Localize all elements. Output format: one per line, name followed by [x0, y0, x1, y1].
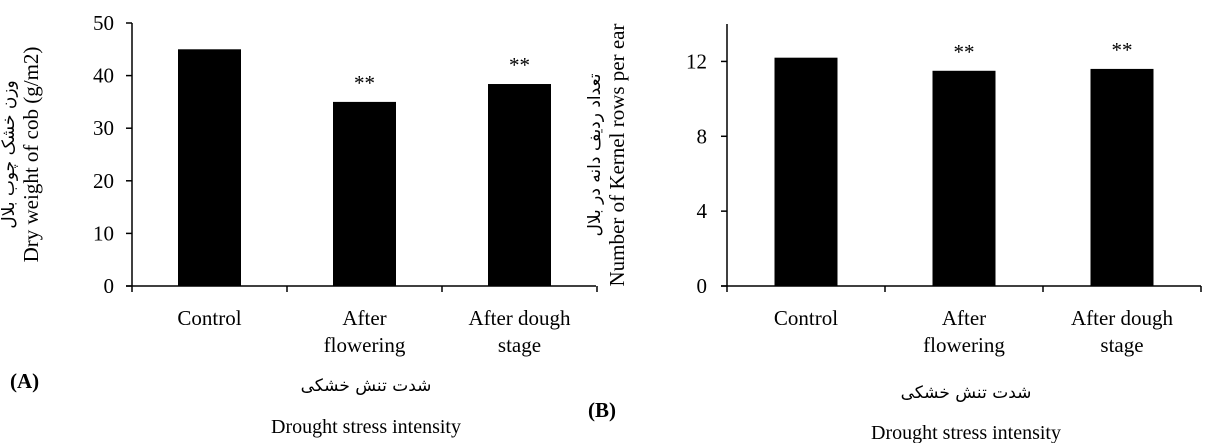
- panel-b-category-label: After dough: [1071, 306, 1174, 330]
- panel-a-x-axis-title: Drought stress intensity: [271, 416, 461, 438]
- panel-b-x-axis-title: Drought stress intensity: [871, 422, 1061, 443]
- panel-a-y-tick-label: 10: [93, 221, 114, 245]
- panel-a-category-label: stage: [498, 333, 541, 357]
- panel-b-bar: [1090, 68, 1154, 287]
- panel-a-y-tick-label: 20: [93, 169, 114, 193]
- panel-b-y-tick-label: 0: [697, 274, 708, 298]
- panel-a-label: (A): [10, 369, 39, 393]
- panel-b-y-axis-title: Number of Kernel rows per ear: [605, 24, 629, 287]
- panel-b-y-axis-title-fa: تعداد ردیف دانه در بلال: [585, 73, 605, 236]
- panel-b-category-label: Control: [774, 306, 838, 330]
- panel-b-x-axis-title-fa: شدت تنش خشکی: [901, 383, 1032, 403]
- panel-a-category-label: After: [342, 306, 386, 330]
- panel-b-y-tick-label: 8: [697, 124, 708, 148]
- panel-b-y-tick-label: 4: [697, 199, 708, 223]
- panel-b-bar: [774, 57, 838, 286]
- panel-b-category-label: After: [942, 306, 986, 330]
- panel-a-y-tick-label: 30: [93, 116, 114, 140]
- panel-a-y-tick-label: 0: [104, 274, 115, 298]
- panel-a-y-tick-label: 50: [93, 11, 114, 35]
- panel-a-category-label: flowering: [324, 333, 406, 357]
- panel-b-chart: 0 4 8 12 Control ** After flowering ** After doug…: [585, 24, 1202, 443]
- panel-b-category-label: flowering: [923, 333, 1005, 357]
- panel-a-significance-mark: **: [509, 53, 530, 77]
- panel-a-y-tick-label: 40: [93, 64, 114, 88]
- panel-b-significance-mark: **: [954, 40, 975, 64]
- panel-a-x-axis-title-fa: شدت تنش خشکی: [301, 376, 432, 396]
- panel-a-bar: [178, 49, 241, 286]
- panel-a-category-label: After dough: [468, 306, 571, 330]
- panel-a-category-label: Control: [177, 306, 241, 330]
- panel-b-bar: [932, 70, 996, 287]
- panel-a-bar: [488, 84, 551, 287]
- panel-a-y-axis-title: Dry weight of cob (g/m2): [19, 47, 43, 263]
- panel-b-y-tick-label: 12: [686, 49, 707, 73]
- panel-b-label: (B): [588, 398, 616, 422]
- panel-b-category-label: stage: [1100, 333, 1143, 357]
- panel-a-y-axis-title-fa: وزن خشک چوب بلال: [0, 80, 19, 229]
- panel-a-significance-mark: **: [354, 71, 375, 95]
- panel-a-bar: [333, 101, 396, 287]
- panel-b-significance-mark: **: [1112, 38, 1133, 62]
- panel-a-chart: 0 10 20 30 40 50 Control ** After flowering ** Afte…: [0, 11, 598, 438]
